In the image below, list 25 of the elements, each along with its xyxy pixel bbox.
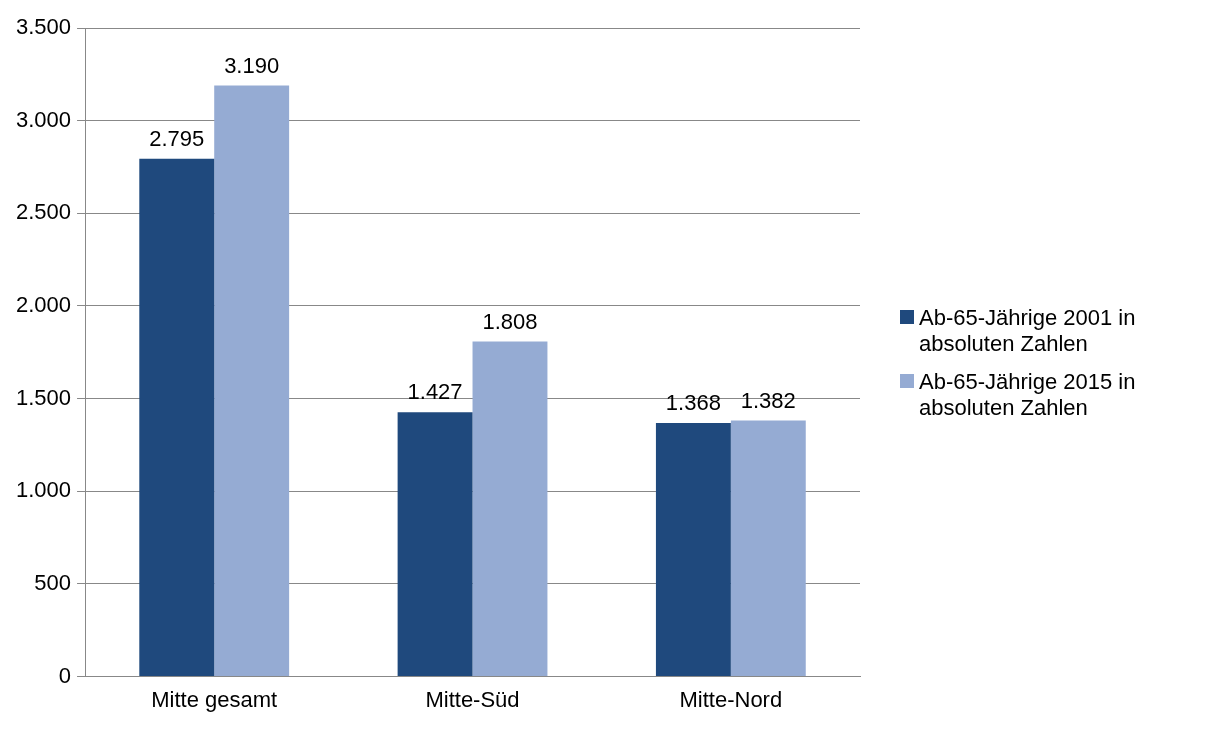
data-label: 1.368 (665, 390, 721, 416)
data-label: 1.808 (482, 308, 538, 334)
data-label: 3.190 (224, 52, 280, 78)
bar (397, 412, 473, 677)
x-tick-label: Mitte-Süd (425, 686, 520, 712)
data-label: 2.795 (149, 125, 205, 151)
x-tick-label: Mitte gesamt (151, 686, 278, 712)
legend-label: Ab-65-Jährige 2015 in absoluten Zahlen (919, 369, 1137, 421)
y-tick-label: 1.500 (15, 384, 72, 410)
bar (214, 85, 290, 677)
y-tick-label: 2.500 (15, 199, 72, 225)
data-label: 1.427 (407, 379, 463, 405)
bar (730, 420, 806, 677)
bar (655, 423, 731, 677)
legend-label: Ab-65-Jährige 2001 in absoluten Zahlen (919, 305, 1137, 357)
y-tick-label: 500 (34, 570, 72, 596)
bar (472, 341, 548, 677)
y-tick-label: 3.000 (15, 106, 72, 132)
x-tick-label: Mitte-Nord (679, 686, 783, 712)
data-label: 1.382 (740, 387, 796, 413)
bar (139, 158, 215, 677)
y-tick-label: 0 (58, 662, 72, 688)
y-tick-label: 3.500 (15, 14, 72, 40)
y-tick-label: 2.000 (15, 292, 72, 318)
y-tick-label: 1.000 (15, 477, 72, 503)
